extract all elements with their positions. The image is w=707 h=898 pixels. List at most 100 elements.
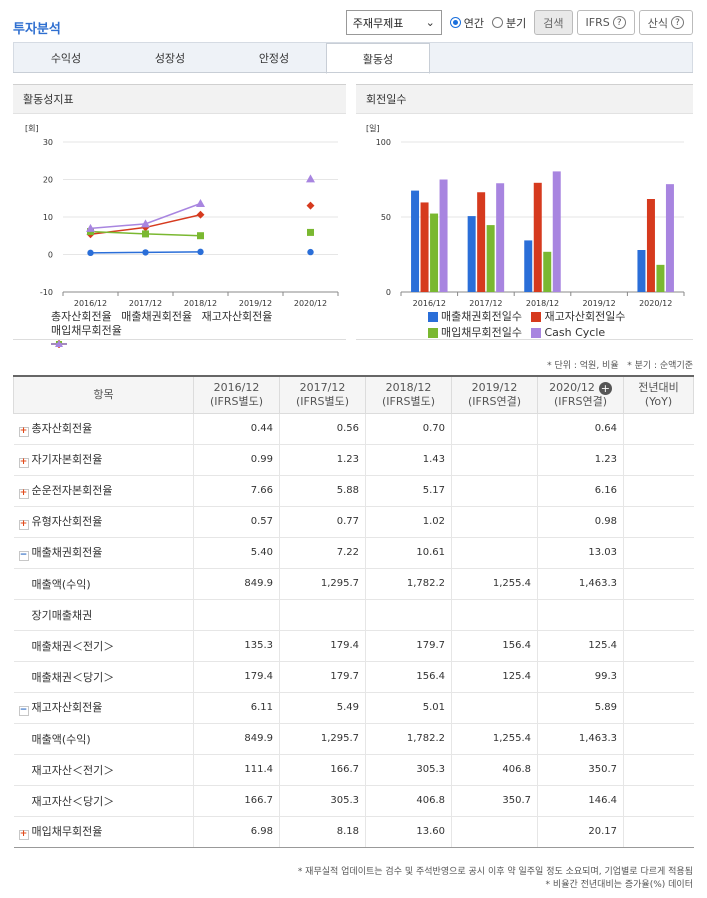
y-tick-label: 20 [43,176,53,185]
table-cell: 5.88 [279,474,366,507]
bar [477,192,486,292]
activity-index-chart: [회] -10 0 10 20 30 2016/12 2017/12 2018/12 2019/1… [25,124,339,308]
table-cell: 1,782.2 [365,567,452,600]
formula-help-button[interactable]: 산식 ? [638,10,693,35]
legend-item: 매입채무회전율 [51,324,122,347]
y-tick-label: 100 [376,138,391,147]
toolbar: 주재무제표 ⌄ 연간 분기 검색 IFRS ? 산식 ? [345,10,693,35]
table-cell: 6.11 [193,691,280,724]
legend-label: 매출채권회전일수 [441,310,522,323]
table-cell: 7.66 [193,474,280,507]
radio-annual[interactable]: 연간 [449,15,485,31]
expand-icon[interactable]: + [18,457,29,468]
bar [552,171,561,292]
legend-item: 매출채권회전일수 [428,310,522,324]
tab-growth[interactable]: 성장성 [154,52,186,65]
y-tick-label: 30 [43,138,53,147]
bar [411,190,420,292]
expand-icon[interactable]: + [18,488,29,499]
row-label: 장기매출채권 [13,598,194,631]
y-tick-label: 0 [386,288,391,297]
legend-label: 매입채무회전율 [51,324,122,337]
table-row: + 총자산회전율 0.44 0.56 0.70 0.64 [13,412,694,445]
table-row: 재고자산＜당기＞ 166.7 305.3 406.8 350.7 146.4 [13,784,694,817]
bar [543,251,552,292]
expand-icon[interactable]: + [18,519,29,530]
table-row: − 재고자산회전율 6.11 5.49 5.01 5.89 [13,691,694,724]
page-title: 투자분석 [13,22,61,37]
radio-quarter[interactable]: 분기 [492,15,526,31]
expand-icon[interactable]: + [18,829,29,840]
report-type-select[interactable]: 주재무제표 ⌄ [345,10,442,35]
legend-label: 총자산회전율 [51,310,112,323]
table-cell: 166.7 [193,784,280,817]
bar [656,264,665,292]
table-cell [623,505,694,538]
row-label: 매출채권＜당기＞ [13,660,194,693]
radio-quarter-label: 분기 [506,16,527,30]
y-tick-label: 0 [48,251,53,260]
line-chart-legend: 총자산회전율 매출채권회전율 재고자산회전율 매입채무회전율 [51,310,341,348]
tab-divider [13,72,693,73]
row-label: 매출채권＜전기＞ [13,629,194,662]
radio-selected-icon [449,17,461,28]
table-cell: 305.3 [365,753,452,786]
x-tick-label: 2020/12 [639,299,672,308]
tab-activity[interactable]: 활동성 [326,43,430,74]
footer-note-update: * 재무실적 업데이트는 검수 및 주석반영으로 공시 이후 약 일주일 정도 … [297,867,693,877]
search-button[interactable]: 검색 [534,10,573,35]
table-cell [365,598,452,631]
table-cell: 406.8 [451,753,538,786]
x-tick-label: 2017/12 [469,299,502,308]
table-cell: 849.9 [193,567,280,600]
ifrs-help-button[interactable]: IFRS ? [576,10,635,35]
table-cell: 1,255.4 [451,567,538,600]
table-row: + 매입채무회전율 6.98 8.18 13.60 20.17 [13,815,694,848]
row-label-text: 재고자산회전율 [31,701,103,715]
tab-stability[interactable]: 안정성 [258,52,290,65]
table-cell [623,536,694,569]
table-cell: 179.7 [279,660,366,693]
y-axis-label: [회] [25,124,39,133]
table-cell: 5.40 [193,536,280,569]
expand-icon[interactable]: + [18,426,29,437]
row-label: 매출액(수익) [13,567,194,600]
data-point [142,230,149,238]
radio-annual-label: 연간 [463,16,485,30]
add-column-icon[interactable]: + [598,381,612,395]
table-cell: 1,295.7 [279,567,366,600]
tab-profitability[interactable]: 수익성 [50,52,82,65]
table-cell [451,443,538,476]
table-cell: 0.64 [537,412,624,445]
legend-label: Cash Cycle [544,326,606,339]
bar [637,250,646,292]
table-row: 매출채권＜당기＞ 179.4 179.7 156.4 125.4 99.3 [13,660,694,693]
header-col-2020: 2020/12 + (IFRS연결) [537,375,624,414]
table-cell: 156.4 [365,660,452,693]
bar [439,179,448,292]
legend-label: 매출채권회전율 [121,310,193,323]
activity-index-title: 활동성지표 [13,84,346,114]
turnover-days-panel: 회전일수 [일] 0 50 100 2016/12 2017/12 2018/12 2019/… [356,84,693,340]
table-cell [279,598,366,631]
table-cell [623,629,694,662]
question-icon: ? [671,16,684,29]
collapse-icon[interactable]: − [18,705,29,716]
table-cell: 0.77 [279,505,366,538]
row-label: + 총자산회전율 [13,412,194,445]
bar [646,199,655,292]
table-cell: 0.98 [537,505,624,538]
x-tick-label: 2019/12 [239,299,272,308]
table-cell: 8.18 [279,815,366,848]
legend-item: 재고자산회전율 [51,310,272,347]
table-cell: 1.23 [537,443,624,476]
ifrs-label: IFRS [585,16,610,29]
header-item: 항목 [13,375,194,414]
table-cell [623,722,694,755]
collapse-icon[interactable]: − [18,550,29,561]
row-label-text: 장기매출채권 [31,608,93,622]
x-tick-label: 2020/12 [294,299,327,308]
table-cell [623,660,694,693]
bar [665,184,674,292]
table-cell [451,536,538,569]
